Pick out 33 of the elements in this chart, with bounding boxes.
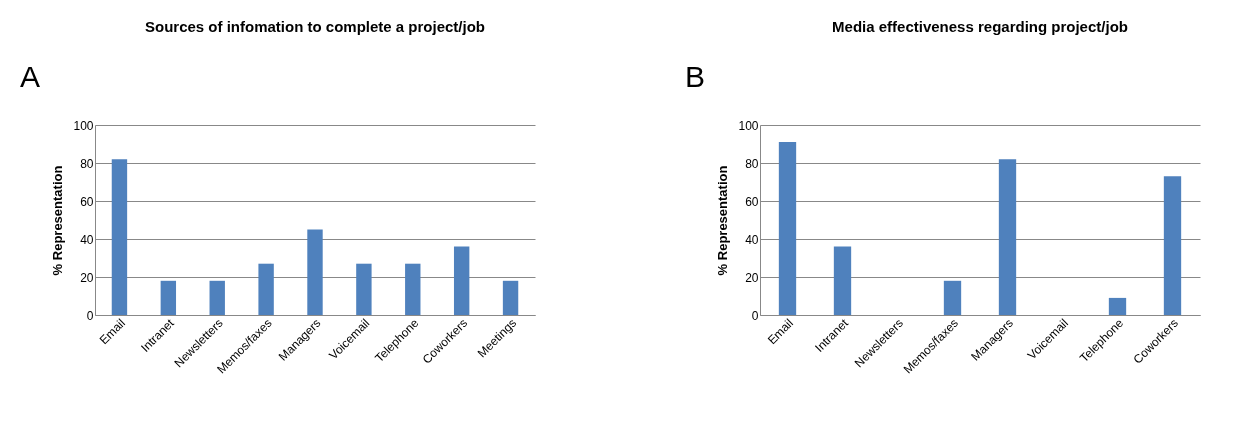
y-axis-title: % Representation (50, 165, 66, 276)
bar (307, 229, 323, 315)
bar (943, 280, 962, 315)
y-tick-label: 80 (745, 156, 759, 171)
y-tick-label: 100 (73, 118, 94, 133)
bar (998, 159, 1017, 315)
y-tick-label: 60 (745, 194, 759, 209)
bar (160, 280, 177, 315)
y-tick-label: 0 (751, 308, 759, 323)
bar (502, 280, 519, 315)
y-tick-label: 40 (80, 232, 94, 247)
bar (209, 280, 225, 315)
y-tick-label: 40 (745, 232, 759, 247)
text: A (20, 60, 41, 93)
bar (453, 246, 470, 315)
y-axis-title: % Representation (715, 165, 731, 276)
bar (258, 263, 274, 315)
y-tick-label: 100 (738, 118, 759, 133)
bar (405, 263, 421, 315)
y-tick-label: 20 (80, 270, 94, 285)
bar (833, 246, 852, 315)
bar (111, 159, 128, 315)
y-tick-label: 20 (745, 270, 759, 285)
y-tick-label: 60 (80, 194, 94, 209)
text: B (685, 60, 706, 93)
bar (778, 142, 797, 315)
bar (1163, 176, 1182, 315)
y-tick-label: 80 (80, 156, 94, 171)
bar (1108, 297, 1127, 315)
chart-title: Sources of infomation to complete a project/job (144, 18, 486, 35)
y-tick-label: 0 (86, 308, 94, 323)
chart-title: Media effectiveness regarding project/job (832, 18, 1128, 35)
bar (356, 263, 372, 315)
